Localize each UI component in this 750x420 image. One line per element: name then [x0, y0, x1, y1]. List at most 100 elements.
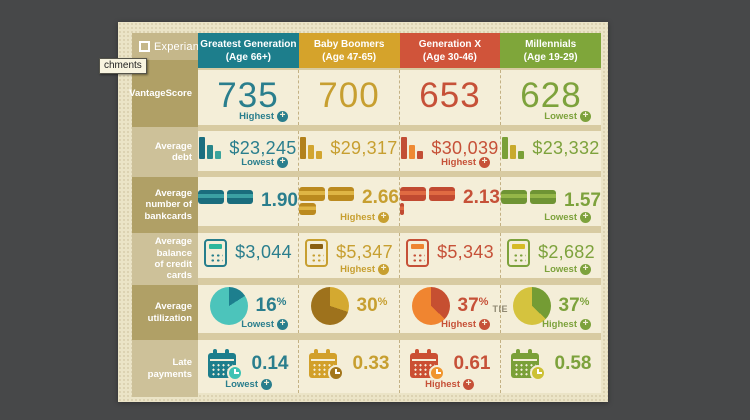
bankcard-partial-icon [299, 202, 316, 215]
superlative-badge: Highest + [441, 318, 490, 330]
cell-value: 2.66 [362, 186, 399, 208]
cell-value: $23,332 [532, 137, 600, 158]
late-payments-group: 0.61 [409, 348, 490, 381]
cell-value: 653 [419, 75, 481, 115]
row-labels-column: Experian VantageScore Average debt Average… [129, 33, 200, 397]
table-cell: 37% TIE Highest + [399, 285, 508, 333]
experian-logo-text: Experian [154, 40, 200, 53]
late-payments-group: 0.14 [207, 348, 288, 381]
plus-circle-icon: + [479, 156, 490, 168]
utilization-group: 16% [209, 287, 286, 325]
debt-group: $23,245 [199, 137, 296, 159]
calendar-ring [527, 348, 532, 357]
calendar-clock-icon [308, 348, 345, 381]
bankcard-stack [501, 189, 556, 212]
table-cell: 2.13 [399, 177, 500, 226]
badge-label: Lowest [544, 212, 577, 223]
calculator-keys [513, 251, 527, 263]
bankcard-icon [501, 189, 527, 204]
bankcard-icon [198, 189, 224, 204]
badge-label: Highest [340, 264, 375, 275]
bankcard-row [501, 189, 556, 204]
calendar-ring [414, 348, 419, 357]
calculator-keys [210, 251, 224, 263]
bar-chart-icon [300, 137, 323, 159]
calculator-icon [507, 238, 531, 267]
table-body: 735 Highest +700 653 628 Lowest + $23,245 Lowest… [198, 68, 601, 393]
column-header: Generation X (Age 30-46) [399, 33, 501, 68]
attachments-tooltip: chments [99, 58, 147, 74]
column-header-age: (Age 19-29) [523, 51, 578, 63]
table-header-row: Greatest Generation (Age 66+) Baby Boomers… [198, 33, 601, 68]
superlative-badge: Highest + [441, 156, 490, 168]
utilization-group: 30% [310, 287, 387, 325]
bankcards-group: 1.57 [501, 189, 601, 212]
calendar-ring [325, 348, 330, 357]
bankcard-icon [328, 186, 354, 201]
table-cell: 16% Lowest + [198, 285, 298, 333]
cell-value: 700 [318, 75, 380, 115]
superlative-badge: Lowest + [544, 263, 591, 275]
row-label: Average debt [132, 127, 198, 177]
cell-value: 2.13 [463, 186, 500, 208]
superlative-badge: Lowest + [241, 318, 288, 330]
debt-group: $23,332 [502, 137, 599, 159]
cell-value: 37% [558, 295, 590, 316]
badge-label: Highest [542, 319, 577, 330]
table-cell: $29,317 [298, 131, 399, 171]
plus-circle-icon: + [277, 110, 288, 122]
bankcard-partial-icon [400, 202, 404, 215]
cell-value: 628 [520, 75, 582, 115]
table-cell: 30% [298, 285, 399, 333]
column-header-age: (Age 30-46) [422, 51, 477, 63]
pie-chart-icon [512, 287, 551, 325]
cell-value: 1.90 [261, 189, 298, 211]
bankcard-icon [299, 186, 325, 201]
clock-icon [529, 364, 546, 381]
table-cell: 0.58 [500, 340, 601, 393]
pie-chart-icon [411, 287, 450, 325]
table-row: $3,044 $5,347 Highest + $5,343 $2,682 Lowest + [198, 233, 601, 278]
superlative-badge: Highest + [425, 378, 474, 390]
table-cell: $23,332 [500, 131, 601, 171]
bankcard-row [400, 186, 455, 201]
debt-group: $30,039 [401, 137, 498, 159]
table-row: 1.90 2.66 Highest + 2.13 1.57 Lowest + [198, 177, 601, 226]
cell-value: $29,317 [330, 137, 398, 158]
calculator-keys [311, 251, 325, 263]
plus-circle-icon: + [277, 318, 288, 330]
badge-label: Highest [441, 157, 476, 168]
table-row: 16% Lowest +30% 37% TIE Highest +37% Highest + [198, 285, 601, 333]
plus-circle-icon: + [580, 211, 591, 223]
table-cell: 700 [298, 70, 399, 125]
table-cell: 0.14 Lowest + [198, 340, 298, 393]
table-row: 0.14 Lowest +0.33 0.61 Highest +0.58 [198, 340, 601, 393]
calculator-screen [411, 243, 425, 249]
cell-value: $30,039 [431, 137, 499, 158]
calculator-screen [310, 243, 324, 249]
table-cell: $3,044 [198, 233, 298, 278]
bar-chart-icon [199, 137, 222, 159]
table-cell: $5,343 [399, 233, 500, 278]
row-label: Late payments [132, 340, 198, 397]
balance-group: $2,682 [507, 238, 595, 267]
bankcard-icon [227, 189, 253, 204]
badge-label: Highest [239, 111, 274, 122]
bar-chart-icon [502, 137, 525, 159]
superlative-badge: Highest + [340, 211, 389, 223]
table-row: 735 Highest +700 653 628 Lowest + [198, 70, 601, 125]
calendar-clock-icon [510, 348, 547, 381]
clock-icon [327, 364, 344, 381]
calculator-keys [412, 251, 426, 263]
bankcard-stack [198, 189, 253, 212]
bankcards-group: 2.66 [299, 186, 399, 215]
calendar-clock-icon [207, 348, 244, 381]
table-cell: 0.61 Highest + [399, 340, 500, 393]
debt-group: $29,317 [300, 137, 397, 159]
cell-value: 0.58 [554, 352, 592, 374]
plus-circle-icon: + [580, 318, 591, 330]
calendar-clock-icon [409, 348, 446, 381]
calculator-icon [305, 238, 329, 267]
cell-value: $5,347 [336, 242, 393, 262]
clock-icon [226, 364, 243, 381]
